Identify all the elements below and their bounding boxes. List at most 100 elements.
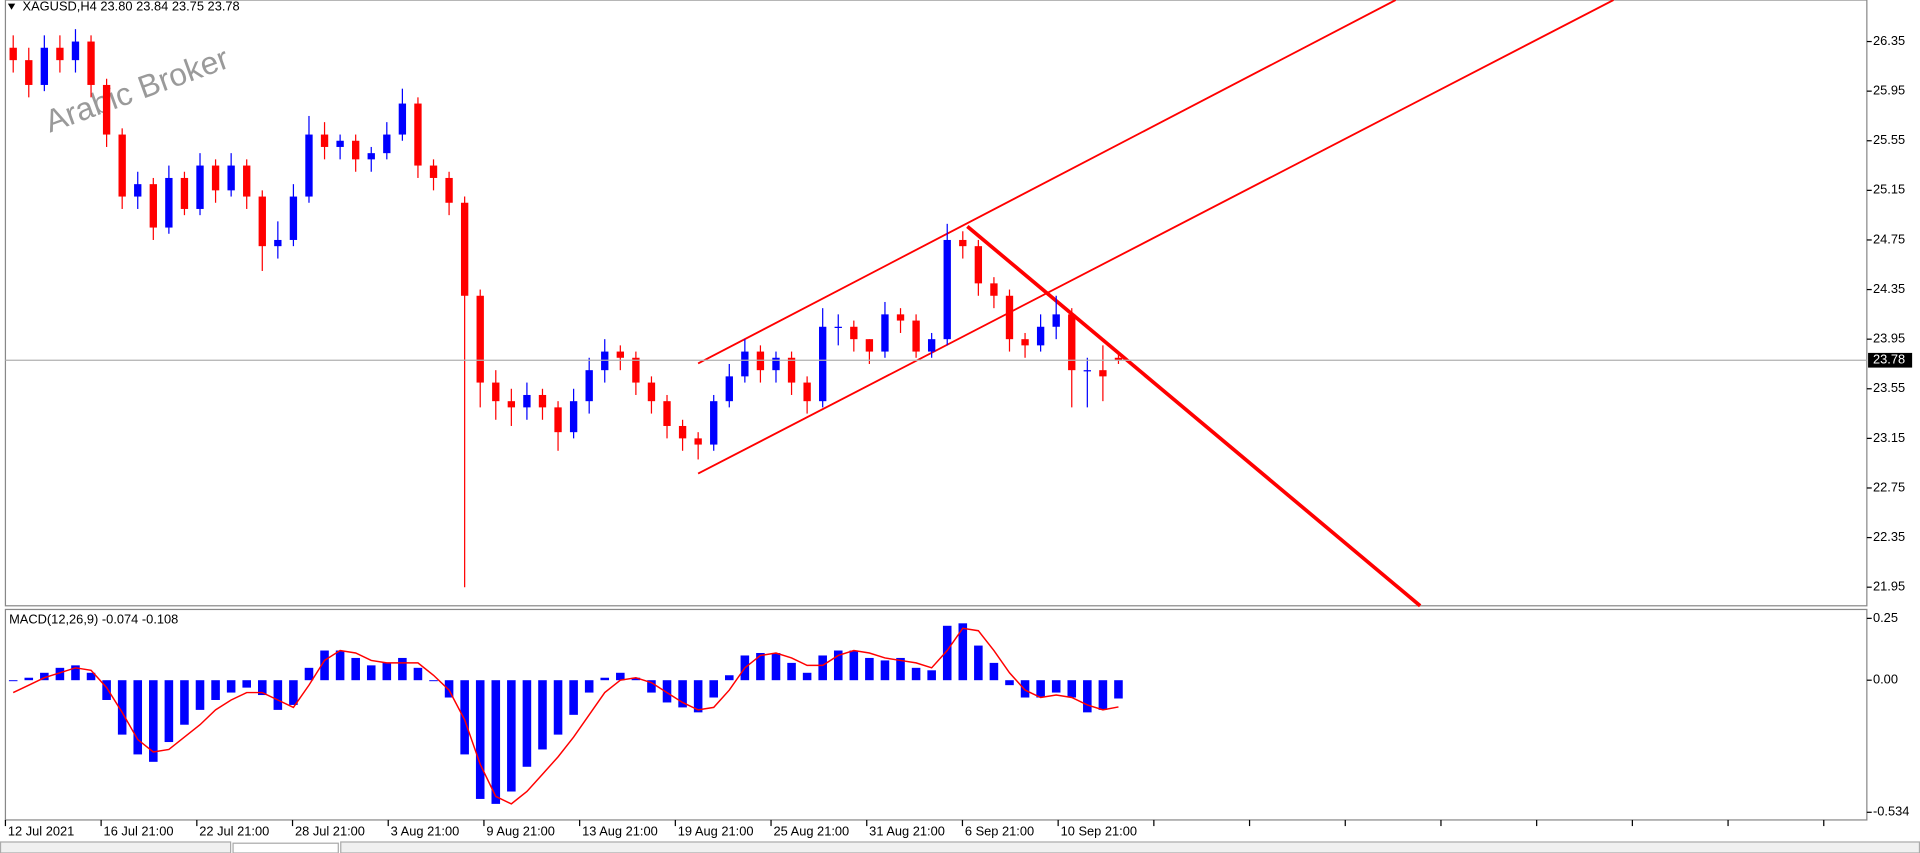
macd-bar: [86, 672, 96, 681]
candle-body: [492, 382, 500, 402]
candle-body: [1036, 326, 1045, 346]
macd-bar: [8, 680, 18, 682]
candle-body: [787, 357, 796, 383]
candle-body: [850, 326, 858, 340]
candle-body: [429, 165, 438, 178]
candle-body: [694, 438, 702, 445]
candle-body: [725, 376, 733, 402]
macd-bar: [1005, 680, 1014, 686]
candle-body: [320, 134, 329, 147]
macd-bar: [180, 680, 189, 725]
candle-body: [336, 140, 344, 147]
candle-body: [71, 41, 80, 61]
macd-bar: [802, 672, 812, 681]
candle-body: [678, 425, 687, 439]
macd-bar: [616, 672, 625, 681]
macd-bar: [273, 680, 283, 710]
channel-upper: [697, 0, 1397, 365]
candle-body: [927, 339, 936, 352]
macd-bar: [647, 680, 656, 693]
x-tick-label: 10 Sep 21:00: [1061, 824, 1137, 839]
macd-bar: [569, 680, 578, 715]
candle-body: [819, 326, 827, 402]
macd-bar: [211, 680, 220, 700]
macd-bar: [709, 680, 719, 698]
x-tick-label: 3 Aug 21:00: [391, 824, 460, 839]
macd-bar: [242, 680, 251, 688]
macd-bar: [117, 680, 127, 735]
candle-body: [647, 382, 656, 402]
macd-bar: [678, 680, 687, 708]
candle-body: [352, 140, 360, 160]
macd-bar: [289, 680, 298, 705]
y-tick-label: 24.35: [1873, 281, 1905, 296]
candle-body: [959, 239, 967, 247]
candle-body: [1114, 357, 1123, 361]
macd-title: MACD(12,26,9): [9, 612, 98, 627]
tab[interactable]: [0, 841, 232, 853]
macd-bar: [351, 657, 360, 681]
y-tick-label: 23.95: [1873, 331, 1905, 346]
macd-bar: [1051, 680, 1061, 693]
candle-body: [741, 351, 749, 377]
candle-body: [538, 394, 547, 408]
candle-body: [383, 134, 391, 154]
symbol: XAGUSD,H4: [23, 0, 97, 14]
candle-body: [25, 60, 33, 85]
candle-body: [663, 401, 671, 426]
candle-body: [1005, 295, 1014, 340]
x-tick-label: 22 Jul 21:00: [199, 824, 269, 839]
macd-bar: [1098, 680, 1108, 710]
candle-body: [1099, 370, 1107, 377]
candle-body: [367, 153, 375, 160]
price-label-box: [1868, 352, 1913, 368]
candle-body: [196, 165, 204, 209]
signal-value: -0.108: [142, 612, 178, 627]
candle-body: [1021, 339, 1029, 346]
macd-bar: [507, 680, 516, 792]
tab[interactable]: [340, 841, 1920, 853]
y-tick-label: 23.55: [1873, 380, 1905, 395]
candle-body: [40, 47, 49, 85]
macd-bar: [1067, 680, 1077, 698]
macd-bar: [398, 657, 407, 681]
macd-bar: [600, 677, 610, 681]
candle-body: [585, 370, 593, 402]
candle-body: [180, 177, 189, 209]
candle-body: [569, 401, 578, 433]
x-tick-label: 13 Aug 21:00: [582, 824, 658, 839]
macd-bar: [382, 662, 392, 681]
candle-body: [274, 239, 282, 247]
candle-body: [803, 382, 811, 402]
header-arrow: [7, 3, 16, 10]
macd-bar: [787, 662, 796, 681]
macd-bar: [522, 680, 532, 767]
macd-bar: [413, 667, 423, 681]
macd-bar: [335, 650, 345, 681]
macd-bar: [974, 645, 983, 681]
tab[interactable]: [232, 842, 339, 853]
candle-body: [118, 134, 126, 197]
macd-bar: [896, 657, 905, 681]
macd-bar: [164, 680, 174, 743]
chart-header: XAGUSD,H4 23.80 23.84 23.75 23.78: [23, 0, 240, 14]
macd-bar: [725, 675, 734, 681]
y-tick-label: 0.00: [1873, 672, 1898, 687]
macd-bar: [460, 680, 469, 755]
candle-body: [834, 326, 842, 328]
candle-body: [102, 84, 111, 135]
x-tick-label: 16 Jul 21:00: [104, 824, 174, 839]
y-tick-label: 26.35: [1873, 33, 1905, 48]
candle-body: [990, 283, 998, 296]
candle-body: [896, 314, 905, 321]
quote-high: 23.84: [136, 0, 168, 14]
price-panel: [4, 0, 1868, 607]
macd-bar: [631, 677, 641, 681]
x-tick-label: 19 Aug 21:00: [678, 824, 754, 839]
macd-bar: [756, 652, 765, 681]
candle-body: [710, 401, 718, 445]
candle-body: [974, 246, 983, 284]
macd-bar: [662, 680, 672, 703]
candle-body: [445, 177, 453, 203]
candle-body: [134, 184, 142, 197]
